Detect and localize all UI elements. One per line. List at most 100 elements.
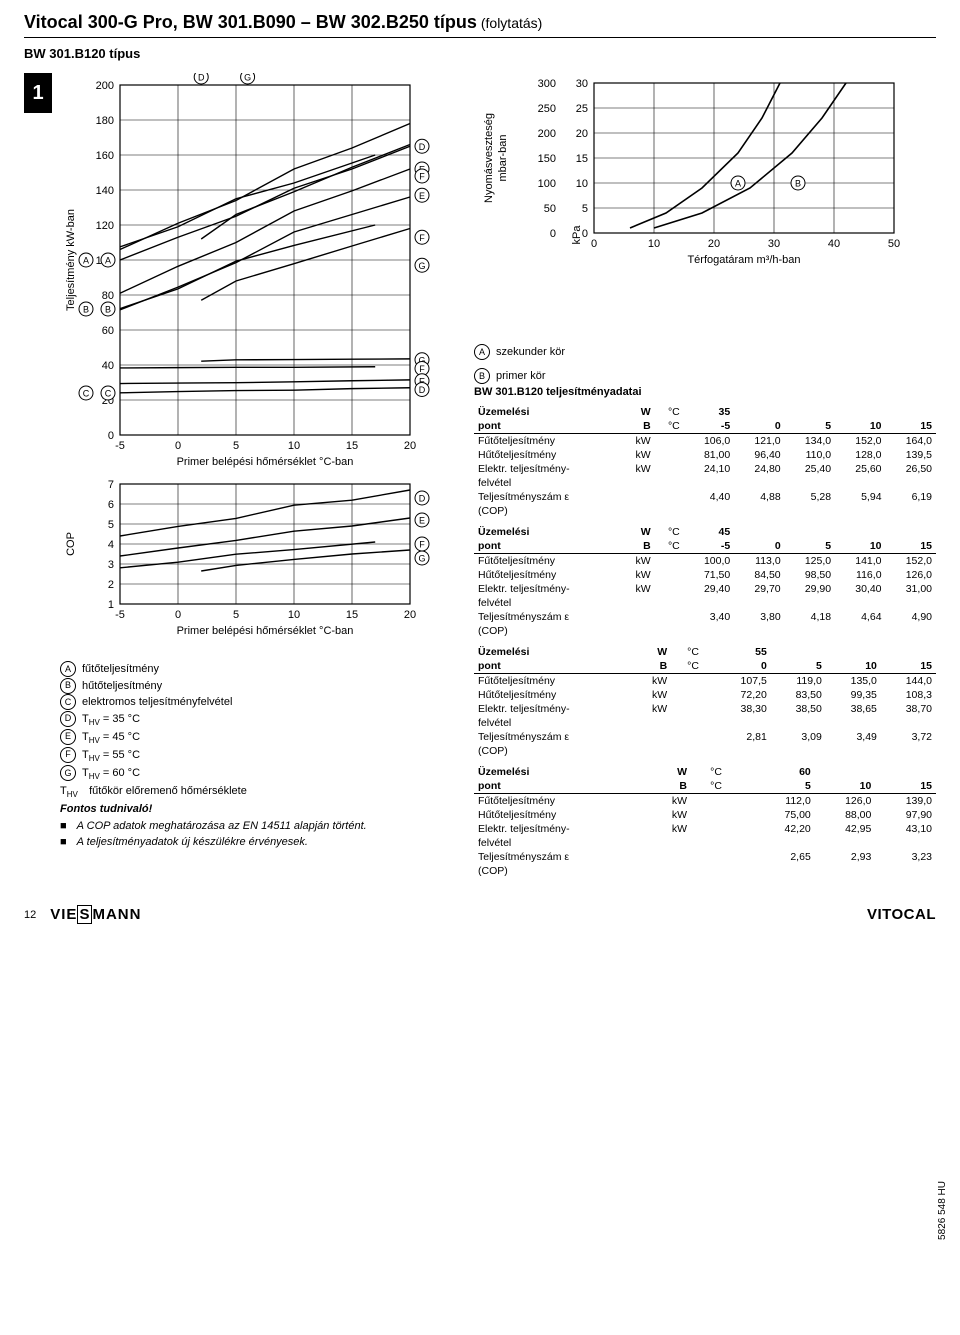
legend-left: Afűtőteljesítmény Bhűtőteljesítmény Cele…: [60, 661, 450, 851]
legend-A: fűtőteljesítmény: [82, 661, 159, 678]
svg-text:140: 140: [96, 185, 114, 197]
product-logo: VITOCAL: [867, 906, 936, 923]
page-subtitle: BW 301.B120 típus: [24, 46, 936, 61]
bullet-icon: ■: [60, 834, 67, 851]
label-G-icon: G: [60, 765, 76, 781]
svg-text:-5: -5: [115, 440, 125, 452]
legend-right: Aszekunder kör: [474, 344, 936, 360]
svg-text:20: 20: [404, 609, 416, 621]
svg-text:150: 150: [538, 153, 556, 165]
svg-text:30: 30: [576, 78, 588, 90]
note-title: Fontos tudnivaló!: [60, 801, 450, 818]
legend-right-B: primer kör: [496, 370, 546, 382]
svg-text:Primer belépési hőmérséklet °C: Primer belépési hőmérséklet °C-ban: [177, 456, 354, 468]
legend-G: THV = 60 °C: [82, 765, 140, 783]
svg-text:G: G: [418, 554, 425, 564]
svg-text:10: 10: [576, 178, 588, 190]
svg-text:120: 120: [96, 220, 114, 232]
svg-text:20: 20: [404, 440, 416, 452]
label-C-icon: C: [60, 694, 76, 710]
svg-text:F: F: [419, 364, 425, 374]
svg-text:10: 10: [288, 609, 300, 621]
svg-text:Térfogatáram m³/h-ban: Térfogatáram m³/h-ban: [687, 254, 800, 266]
svg-text:E: E: [419, 516, 425, 526]
note-1: A COP adatok meghatározása az EN 14511 a…: [77, 818, 367, 835]
title-continuation: (folytatás): [481, 15, 542, 31]
svg-text:250: 250: [538, 103, 556, 115]
performance-table: ÜzemelésiW°C45pontB°C-5051015Fűtőteljesí…: [474, 524, 936, 638]
chart-power: Teljesítmény kW-ban-50510152002040608010…: [60, 73, 450, 473]
svg-text:100: 100: [538, 178, 556, 190]
svg-text:160: 160: [96, 150, 114, 162]
svg-text:300: 300: [538, 78, 556, 90]
svg-text:4: 4: [108, 539, 114, 551]
svg-text:B: B: [105, 305, 111, 315]
svg-text:3: 3: [108, 559, 114, 571]
page-title-row: Vitocal 300-G Pro, BW 301.B090 – BW 302.…: [24, 12, 936, 38]
chart-cop: COP-5051015201234567DEFGPrimer belépési …: [60, 476, 450, 646]
svg-text:mbar-ban: mbar-ban: [497, 134, 509, 181]
svg-text:200: 200: [538, 128, 556, 140]
svg-text:40: 40: [828, 238, 840, 250]
section-number: 1: [24, 73, 52, 113]
svg-text:15: 15: [576, 153, 588, 165]
legend-THV: fűtőkör előremenő hőmérséklete: [89, 783, 247, 800]
svg-text:-5: -5: [115, 609, 125, 621]
svg-text:G: G: [418, 261, 425, 271]
svg-text:E: E: [419, 191, 425, 201]
chart-pressure: 0102030405005010015020025030005101520253…: [474, 73, 934, 273]
label-A-icon: A: [474, 344, 490, 360]
svg-text:0: 0: [175, 440, 181, 452]
table-title: BW 301.B120 teljesítményadatai: [474, 386, 936, 398]
svg-text:15: 15: [346, 440, 358, 452]
svg-text:200: 200: [96, 80, 114, 92]
brand-logo: VIESMANN: [50, 906, 141, 923]
svg-text:B: B: [795, 179, 801, 189]
svg-text:kPa: kPa: [571, 225, 583, 245]
svg-text:20: 20: [708, 238, 720, 250]
note-2: A teljesítményadatok új készülékre érvén…: [77, 834, 308, 851]
legend-B: hűtőteljesítmény: [82, 678, 162, 695]
legend-F: THV = 55 °C: [82, 747, 140, 765]
svg-text:5: 5: [108, 519, 114, 531]
svg-text:180: 180: [96, 115, 114, 127]
label-E-icon: E: [60, 729, 76, 745]
label-B-icon: B: [474, 368, 490, 384]
page-number: 12: [24, 909, 36, 921]
svg-text:15: 15: [346, 609, 358, 621]
label-A-icon: A: [60, 661, 76, 677]
performance-table: ÜzemelésiW°C35pontB°C-5051015Fűtőteljesí…: [474, 404, 936, 518]
svg-text:Primer belépési hőmérséklet °C: Primer belépési hőmérséklet °C-ban: [177, 625, 354, 637]
svg-text:A: A: [105, 256, 111, 266]
svg-text:G: G: [244, 73, 251, 83]
svg-text:Nyomásveszteség: Nyomásveszteség: [483, 113, 495, 203]
label-D-icon: D: [60, 711, 76, 727]
svg-text:10: 10: [288, 440, 300, 452]
svg-text:20: 20: [576, 128, 588, 140]
performance-table: ÜzemelésiW°C55pontB°C051015Fűtőteljesítm…: [474, 644, 936, 758]
svg-text:0: 0: [108, 430, 114, 442]
svg-text:D: D: [419, 494, 426, 504]
svg-text:C: C: [83, 389, 90, 399]
svg-text:25: 25: [576, 103, 588, 115]
svg-text:0: 0: [591, 238, 597, 250]
svg-text:D: D: [419, 385, 426, 395]
svg-text:50: 50: [888, 238, 900, 250]
side-code: 5826 548 HU: [937, 1181, 948, 1240]
svg-text:80: 80: [102, 290, 114, 302]
svg-text:COP: COP: [65, 532, 77, 556]
label-B-icon: B: [60, 678, 76, 694]
svg-text:0: 0: [175, 609, 181, 621]
svg-text:F: F: [419, 233, 425, 243]
svg-text:F: F: [419, 172, 425, 182]
svg-text:0: 0: [550, 228, 556, 240]
svg-text:D: D: [419, 142, 426, 152]
svg-text:A: A: [735, 179, 741, 189]
svg-text:5: 5: [233, 609, 239, 621]
svg-text:2: 2: [108, 579, 114, 591]
legend-right-A: szekunder kör: [496, 346, 565, 358]
performance-table: ÜzemelésiW°C60pontB°C51015Fűtőteljesítmé…: [474, 764, 936, 878]
svg-text:6: 6: [108, 499, 114, 511]
svg-text:D: D: [198, 73, 205, 83]
svg-text:10: 10: [648, 238, 660, 250]
